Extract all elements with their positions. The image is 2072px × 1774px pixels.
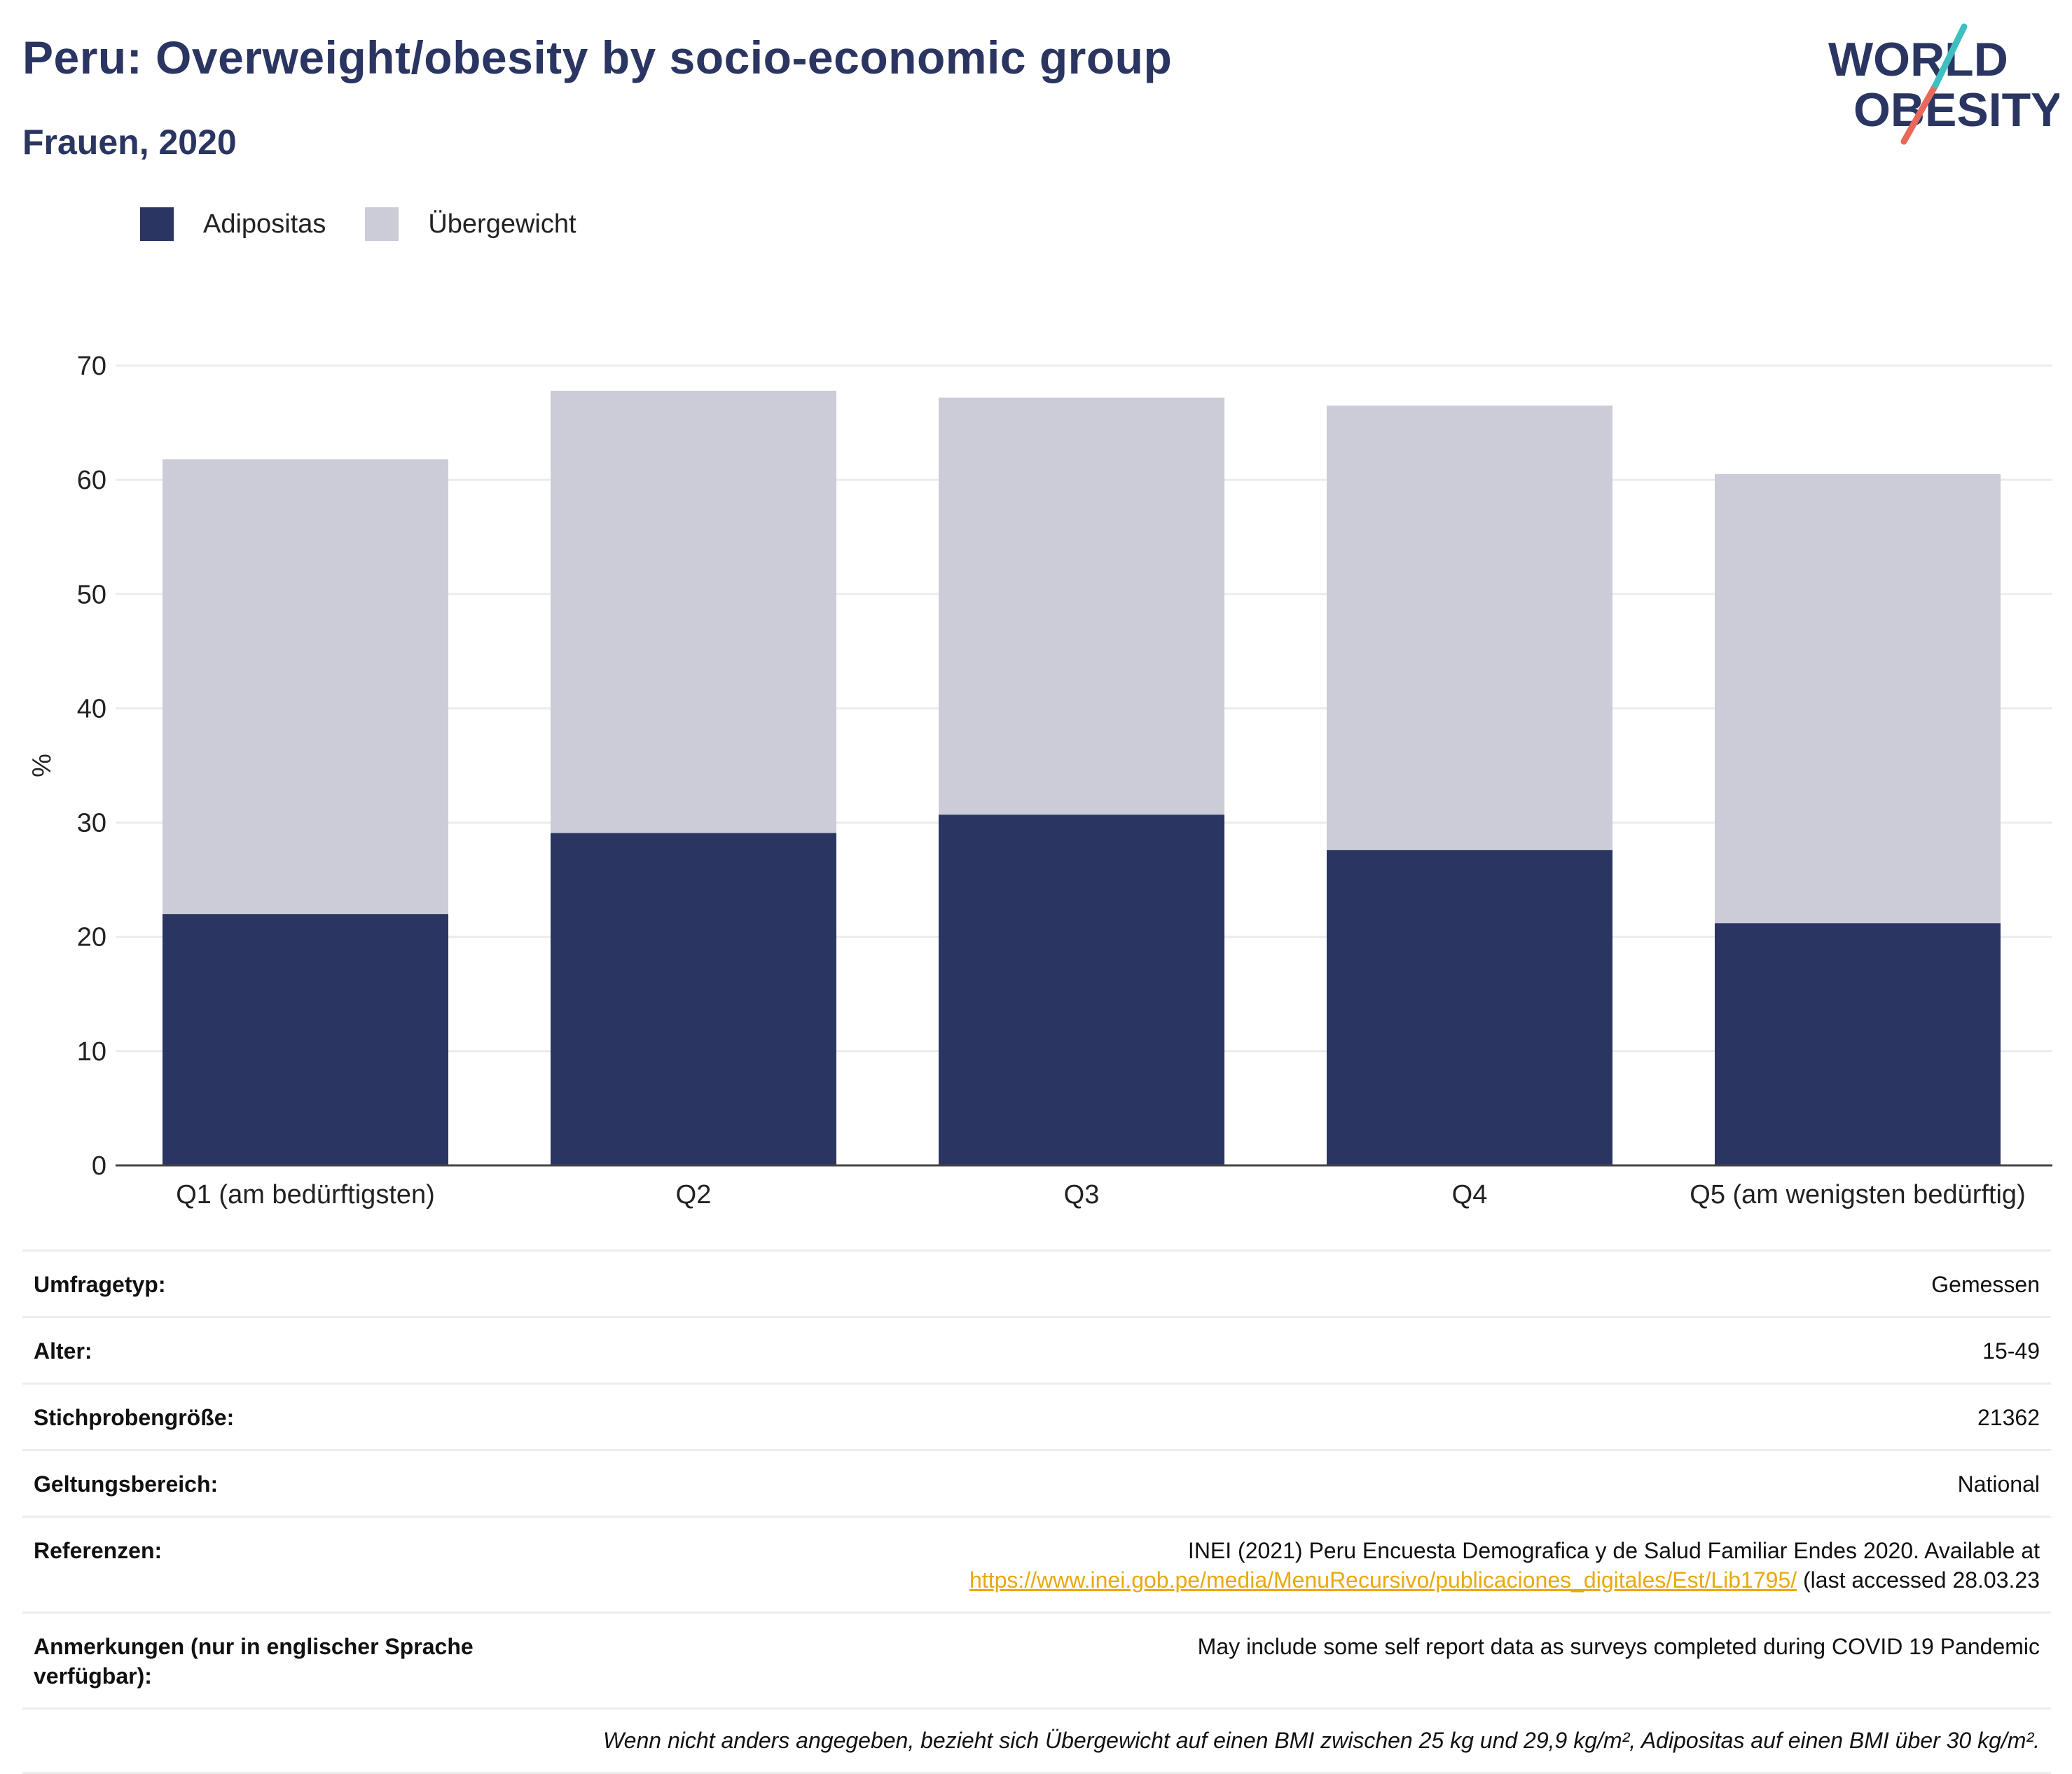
info-value: Gemessen	[1931, 1272, 2040, 1297]
logo-line1: WORLD	[1828, 33, 2008, 86]
info-row-sample-size: Stichprobengröße: 21362	[22, 1383, 2051, 1449]
chart-title: Peru: Overweight/obesity by socio-econom…	[22, 32, 1173, 83]
y-tick-label: 40	[77, 694, 106, 723]
info-label: Referenzen:	[34, 1538, 163, 1563]
info-row-age: Alter: 15-49	[22, 1316, 2051, 1383]
bar-overweight	[939, 397, 1224, 815]
bar-overweight	[1715, 473, 2001, 924]
chart-legend: Adipositas Übergewicht	[140, 207, 616, 241]
info-value: 15-49	[1982, 1338, 2040, 1364]
logo-line2: OBESITY	[1853, 83, 2059, 137]
x-tick-label: Q5 (am wenigsten bedürftig)	[1690, 1180, 2025, 1210]
world-obesity-logo: WORLD OBESITY	[1828, 23, 2059, 145]
y-tick-label: 20	[77, 923, 106, 952]
info-label: Geltungsbereich:	[34, 1471, 219, 1497]
info-row-notes: Anmerkungen (nur in englischer Sprache v…	[22, 1612, 2051, 1707]
info-label: Anmerkungen (nur in englischer Sprache v…	[34, 1634, 474, 1689]
reference-text: INEI (2021) Peru Encuesta Demografica y …	[1187, 1538, 2040, 1563]
bar-overweight	[163, 459, 448, 915]
y-tick-label: 10	[77, 1037, 106, 1067]
y-axis-title: %	[27, 754, 57, 777]
x-tick-label: Q1 (am bedürftigsten)	[176, 1180, 435, 1210]
bar-overweight	[551, 390, 836, 833]
y-tick-label: 0	[92, 1151, 106, 1181]
legend-item-obesity[interactable]: Adipositas	[140, 207, 326, 241]
bar-obesity	[163, 914, 448, 1165]
logo-slash-teal	[1932, 23, 1968, 89]
info-value-references: INEI (2021) Peru Encuesta Demografica y …	[969, 1536, 2040, 1595]
info-row-references: Referenzen: INEI (2021) Peru Encuesta De…	[22, 1516, 2051, 1612]
footnote-row: Wenn nicht anders angegeben, bezieht sic…	[22, 1707, 2051, 1774]
logo-slash-coral	[1900, 82, 1939, 145]
bar-obesity	[1715, 923, 2001, 1165]
legend-label-overweight: Übergewicht	[428, 209, 576, 239]
info-label: Stichprobengröße:	[34, 1405, 235, 1430]
info-value: National	[1957, 1471, 2040, 1497]
x-tick-label: Q2	[676, 1180, 712, 1210]
info-row-coverage: Geltungsbereich: National	[22, 1449, 2051, 1516]
info-row-survey-type: Umfragetyp: Gemessen	[22, 1249, 2051, 1316]
x-tick-label: Q4	[1452, 1180, 1488, 1210]
legend-swatch-overweight	[365, 207, 399, 241]
bmi-footnote: Wenn nicht anders angegeben, bezieht sic…	[603, 1728, 2040, 1753]
info-value: May include some self report data as sur…	[1197, 1634, 2040, 1659]
y-tick-label: 70	[77, 352, 106, 381]
x-tick-label: Q3	[1064, 1180, 1100, 1210]
info-label: Alter:	[34, 1338, 92, 1364]
bar-overweight	[1327, 406, 1612, 850]
stacked-bar-chart: 0 10 20 30 40 50 60 70% Q1 (am bedürftigsten) Q2 Q…	[27, 352, 2052, 1210]
y-tick-label: 60	[77, 466, 106, 495]
legend-item-overweight[interactable]: Übergewicht	[365, 207, 576, 241]
y-tick-label: 30	[77, 809, 106, 838]
info-label: Umfragetyp:	[34, 1272, 166, 1297]
y-tick-label: 50	[77, 580, 106, 609]
bar-obesity	[1327, 850, 1612, 1165]
legend-swatch-obesity	[140, 207, 174, 241]
bar-obesity	[551, 833, 836, 1165]
reference-suffix: (last accessed 28.03.23	[1797, 1567, 2040, 1593]
legend-label-obesity: Adipositas	[203, 209, 326, 239]
chart-subtitle: Frauen, 2020	[22, 123, 237, 162]
bar-obesity	[939, 815, 1224, 1165]
reference-link[interactable]: https://www.inei.gob.pe/media/MenuRecurs…	[969, 1567, 1797, 1593]
info-value: 21362	[1977, 1405, 2040, 1430]
survey-info-table: Umfragetyp: Gemessen Alter: 15-49 Stichp…	[22, 1249, 2051, 1774]
